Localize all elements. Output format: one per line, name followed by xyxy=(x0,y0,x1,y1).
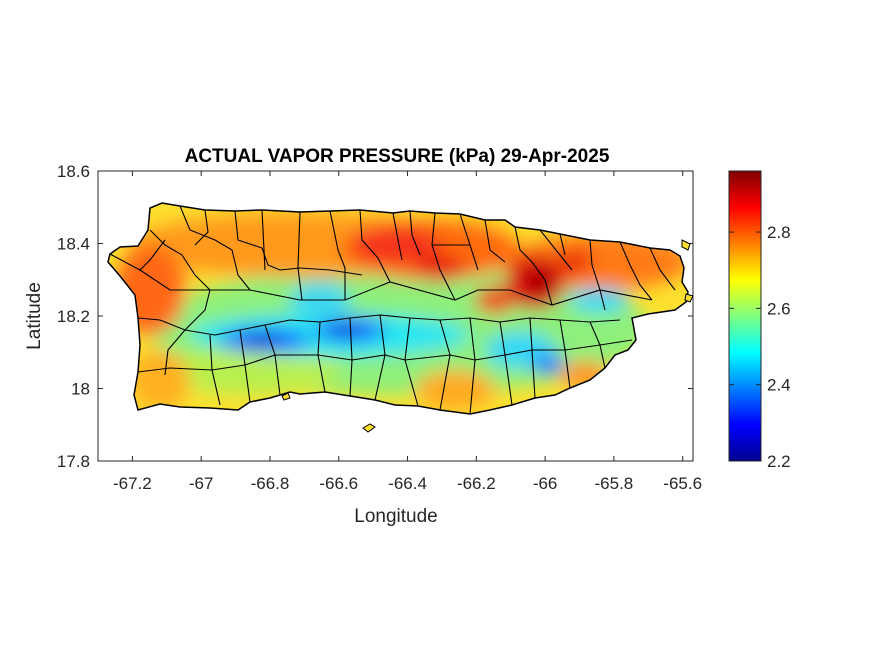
colorbar-tick-label: 2.6 xyxy=(767,299,791,318)
x-tick-label: -67 xyxy=(189,474,214,493)
x-tick-label: -65.8 xyxy=(595,474,634,493)
x-tick-label: -66.2 xyxy=(457,474,496,493)
x-tick-label: -67.2 xyxy=(113,474,152,493)
y-tick-label: 17.8 xyxy=(57,452,90,471)
colorbar xyxy=(728,170,762,462)
x-axis-label: Longitude xyxy=(354,506,437,527)
x-tick-label: -66.8 xyxy=(251,474,290,493)
y-tick-label: 18.2 xyxy=(57,307,90,326)
y-tick-label: 18 xyxy=(71,380,90,399)
y-tick-label: 18.4 xyxy=(57,235,90,254)
x-tick-label: -66 xyxy=(533,474,558,493)
offshore-islets xyxy=(281,239,694,433)
colorbar-tick-label: 2.2 xyxy=(767,452,791,471)
chart-title: ACTUAL VAPOR PRESSURE (kPa) 29-Apr-2025 xyxy=(185,146,610,167)
x-tick-label: -66.4 xyxy=(388,474,427,493)
y-axis-label: Latitude xyxy=(24,282,45,350)
y-tick-label: 18.6 xyxy=(57,162,90,181)
colorbar-ticks: 2.2 2.4 2.6 2.8 xyxy=(729,223,791,471)
x-tick-label: -65.6 xyxy=(663,474,702,493)
colorbar-tick-label: 2.8 xyxy=(767,223,791,242)
x-tick-label: -66.6 xyxy=(319,474,358,493)
x-axis: -67.2 -67 -66.8 -66.6 -66.4 -66.2 -66 -65.8 -65.… xyxy=(113,171,702,493)
municipal-boundaries xyxy=(109,205,676,414)
colorbar-tick-label: 2.4 xyxy=(767,376,791,395)
y-axis: 17.8 18 18.2 18.4 18.6 xyxy=(57,162,693,471)
